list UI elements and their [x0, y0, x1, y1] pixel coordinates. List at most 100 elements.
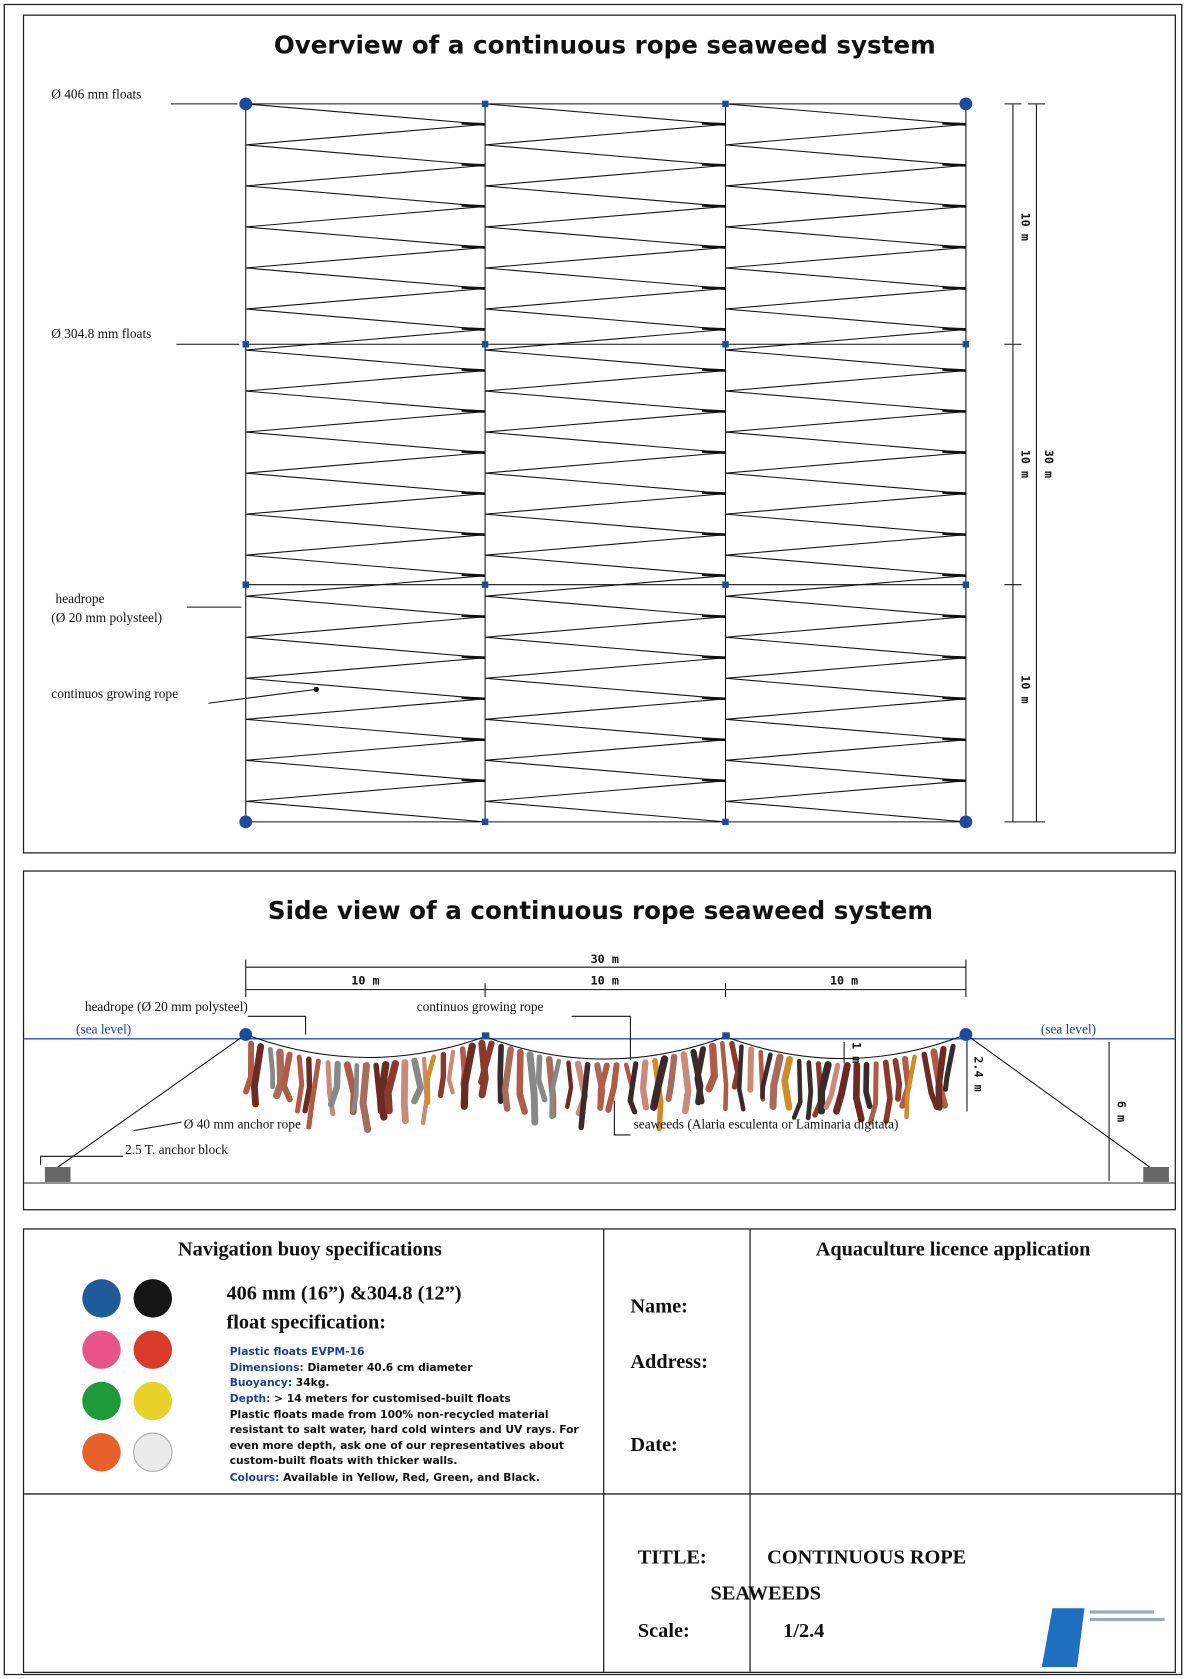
rope-grid-part [239, 97, 253, 111]
seaweed-part [747, 1046, 755, 1093]
dimension: 10 m [830, 973, 858, 987]
side-ropes-part [965, 1034, 1155, 1171]
seaweed-part [377, 1061, 390, 1121]
seaweed-part [526, 1051, 539, 1126]
seaweed-part [535, 1054, 548, 1103]
product: Plastic floats EVPM-16 [230, 1345, 365, 1358]
seaweed-part [904, 1054, 917, 1120]
side-ropes-part [40, 1155, 123, 1165]
seaweed-part [460, 1042, 476, 1110]
seaweed-part [650, 1055, 669, 1111]
rope-grid-part [481, 341, 489, 348]
label: headrope (Ø 20 mm polysteel) [85, 999, 248, 1014]
seaweed-part [501, 1046, 514, 1112]
dimension: 1 m [850, 1042, 864, 1063]
seaweed-part [272, 1048, 285, 1100]
seaweed-part [769, 1053, 784, 1110]
anchor-block [1143, 1166, 1169, 1182]
spec-line: Buoyancy: 34kg. [230, 1376, 330, 1389]
logo-part [1089, 1610, 1154, 1614]
seaweed-part [863, 1061, 873, 1110]
title-label: TITLE: [638, 1546, 707, 1568]
buoy-swatches-part [82, 1279, 121, 1318]
spec-text: even more depth, ask one of our represen… [230, 1439, 564, 1452]
seaweed-part [665, 1053, 678, 1103]
rope-grid-part [959, 97, 973, 111]
seaweed-part [605, 1062, 620, 1113]
label: continuos growing rope [417, 999, 544, 1014]
rope-grid-part [242, 341, 249, 348]
seaweed-part [578, 1062, 591, 1130]
buoy-swatches-part [133, 1279, 173, 1318]
spec-text: Diameter 40.6 cm diameter [304, 1361, 474, 1374]
side-ropes-part [245, 1033, 967, 1060]
rope-grid [239, 97, 973, 829]
seaweed-part [280, 1051, 293, 1103]
buoy-swatches-part [82, 1330, 121, 1369]
side-floats-part [722, 1032, 730, 1039]
spec-text: resistant to salt water, hard cold winte… [230, 1423, 580, 1436]
rope-grid-part [481, 818, 489, 826]
seaweed-part [627, 1061, 639, 1115]
seaweed-part [359, 1061, 372, 1133]
rope-grid-part [722, 818, 729, 826]
overview-labels-part [313, 686, 319, 693]
spec-heading: 406 mm (16”) &304.8 (12”) [227, 1282, 462, 1304]
rope-grid-part [485, 103, 726, 823]
frames [3, 3, 1183, 1676]
spec-text: custom-built floats with thicker walls. [230, 1454, 458, 1467]
seaweed-part [250, 1043, 265, 1108]
seaweed-part [680, 1051, 692, 1115]
seaweed-part [295, 1054, 305, 1114]
side-floats-part [481, 1032, 490, 1039]
dimension: 10 m [1018, 450, 1032, 478]
seaweed-part [384, 1060, 400, 1115]
dimension: 30 m [1042, 450, 1056, 478]
seaweed-part [652, 1058, 664, 1132]
seaweed-part [892, 1058, 903, 1102]
seaweed-part [832, 1062, 851, 1115]
label: (sea level) [76, 1021, 131, 1036]
label: seaweeds (Alaria esculenta or Laminaria … [634, 1117, 899, 1132]
spec-text: 34kg. [292, 1376, 329, 1389]
field-label: Name: [630, 1295, 687, 1317]
dimension: 10 m [591, 973, 619, 987]
seaweed-part [497, 1043, 504, 1104]
rope-grid-part [959, 815, 973, 829]
spec-label: Colours: [230, 1471, 280, 1484]
frames-part [22, 1228, 1176, 1674]
rope-grid-part [481, 100, 489, 108]
seaweed-part [736, 1044, 746, 1112]
title-value: CONTINUOUS ROPE [767, 1546, 966, 1568]
buoy-swatches-part [133, 1381, 173, 1421]
overview-labels: Ø 406 mm floats Ø 304.8 mm floats headro… [51, 87, 319, 704]
dimension: 6 m [1115, 1101, 1129, 1122]
spec-label: Depth: [230, 1392, 271, 1405]
buoy-swatches-part [82, 1433, 121, 1472]
side-ropes-part [613, 1100, 631, 1136]
seaweed-part [868, 1061, 879, 1125]
seaweed-part [350, 1062, 360, 1113]
logo [1041, 1608, 1165, 1668]
label: Ø 40 mm anchor rope [184, 1117, 301, 1132]
seaweed-part [817, 1061, 832, 1115]
seaweed [243, 1039, 956, 1133]
side-floats [239, 1028, 973, 1041]
scale-label: Scale: [638, 1620, 690, 1642]
overview-dimensions [1004, 103, 1045, 823]
seaweed-part [306, 1058, 321, 1130]
rope-grid-part [722, 100, 729, 108]
buoy-swatches-part [133, 1330, 173, 1369]
label: headrope [56, 591, 105, 606]
spec-text: > 14 meters for customised-built floats [270, 1392, 510, 1405]
label: 2.5 T. anchor block [125, 1142, 228, 1157]
label: Ø 304.8 mm floats [51, 326, 151, 341]
rope-grid-part [245, 103, 486, 823]
seaweed-part [327, 1060, 341, 1108]
logo-part [1089, 1617, 1165, 1622]
seaweed-part [302, 1056, 313, 1114]
overview-labels-part-part [208, 688, 317, 704]
rope-grid-part [722, 341, 729, 348]
seaweed-part [565, 1060, 574, 1109]
